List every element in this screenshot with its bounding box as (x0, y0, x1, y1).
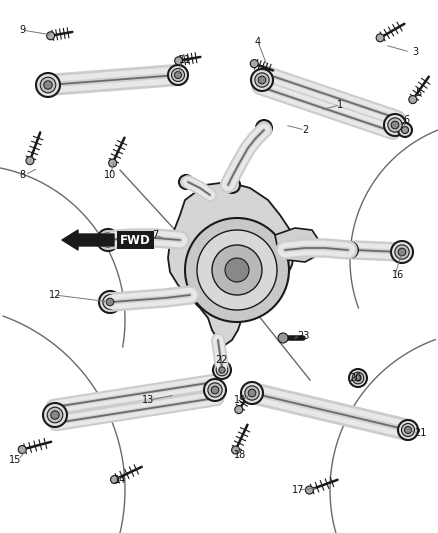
Circle shape (204, 379, 226, 401)
Text: 4: 4 (255, 37, 261, 47)
Circle shape (51, 411, 59, 419)
Circle shape (235, 406, 243, 414)
Circle shape (278, 333, 288, 343)
Circle shape (168, 65, 188, 85)
Circle shape (40, 77, 56, 93)
Circle shape (395, 245, 409, 259)
Circle shape (44, 81, 52, 89)
Circle shape (172, 69, 184, 82)
Circle shape (213, 361, 231, 379)
Text: 1: 1 (337, 100, 343, 110)
Text: 15: 15 (9, 455, 21, 465)
Circle shape (251, 69, 273, 91)
Text: 22: 22 (216, 355, 228, 365)
Circle shape (342, 242, 358, 258)
Circle shape (219, 367, 225, 373)
Text: 14: 14 (114, 475, 126, 485)
Text: 12: 12 (49, 290, 61, 300)
Circle shape (250, 60, 258, 68)
Circle shape (241, 382, 263, 404)
Circle shape (256, 120, 272, 136)
Text: 19: 19 (234, 395, 246, 405)
Circle shape (409, 95, 417, 103)
Circle shape (101, 233, 115, 247)
Text: 13: 13 (142, 395, 154, 405)
Circle shape (391, 241, 413, 263)
Polygon shape (168, 182, 295, 345)
Circle shape (183, 179, 190, 185)
Text: 10: 10 (104, 170, 116, 180)
Text: 8: 8 (19, 170, 25, 180)
Circle shape (346, 246, 354, 254)
Circle shape (109, 159, 117, 167)
Circle shape (391, 121, 399, 129)
Text: 2: 2 (302, 125, 308, 135)
Circle shape (224, 177, 240, 193)
Circle shape (376, 34, 384, 42)
Text: 3: 3 (412, 47, 418, 57)
Circle shape (103, 295, 117, 309)
Circle shape (258, 76, 266, 84)
Circle shape (43, 403, 67, 427)
Circle shape (402, 126, 409, 133)
Circle shape (208, 383, 222, 397)
Circle shape (97, 229, 119, 251)
Circle shape (232, 446, 240, 454)
Circle shape (398, 248, 406, 256)
Circle shape (104, 236, 112, 244)
Text: 21: 21 (414, 428, 426, 438)
Text: 20: 20 (349, 373, 361, 383)
Circle shape (402, 424, 414, 437)
Circle shape (245, 386, 259, 400)
FancyArrow shape (62, 230, 114, 250)
Circle shape (185, 218, 289, 322)
Text: 11: 11 (179, 55, 191, 65)
Circle shape (349, 369, 367, 387)
Circle shape (248, 389, 256, 397)
Text: FWD: FWD (120, 233, 151, 246)
Circle shape (26, 157, 34, 165)
Text: 23: 23 (297, 331, 309, 341)
Circle shape (174, 71, 181, 78)
Polygon shape (275, 228, 320, 262)
Circle shape (18, 446, 26, 454)
Circle shape (352, 372, 364, 384)
Circle shape (228, 181, 236, 189)
Circle shape (211, 386, 219, 394)
Text: 5: 5 (415, 88, 421, 98)
Circle shape (106, 298, 114, 306)
Circle shape (99, 291, 121, 313)
Text: 6: 6 (403, 115, 409, 125)
Circle shape (398, 123, 412, 137)
Circle shape (47, 407, 63, 423)
Text: 9: 9 (19, 25, 25, 35)
Circle shape (388, 118, 402, 132)
Circle shape (405, 426, 411, 433)
Circle shape (225, 258, 249, 282)
Circle shape (305, 486, 313, 494)
Circle shape (384, 114, 406, 136)
Circle shape (355, 375, 361, 381)
Text: 17: 17 (292, 485, 304, 495)
Circle shape (47, 32, 55, 40)
Circle shape (197, 230, 277, 310)
Circle shape (179, 175, 193, 189)
Circle shape (255, 73, 269, 87)
Circle shape (36, 73, 60, 97)
Circle shape (260, 124, 268, 132)
Circle shape (398, 420, 418, 440)
Circle shape (216, 364, 228, 376)
Text: 16: 16 (392, 270, 404, 280)
Circle shape (212, 245, 262, 295)
Text: 7: 7 (152, 230, 158, 240)
Text: 18: 18 (234, 450, 246, 460)
Circle shape (175, 56, 183, 65)
Circle shape (110, 475, 119, 483)
